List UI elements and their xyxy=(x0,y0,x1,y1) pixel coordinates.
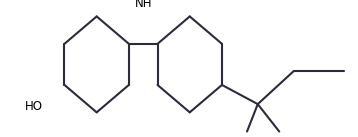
Text: HO: HO xyxy=(25,100,43,113)
Text: NH: NH xyxy=(135,0,152,10)
